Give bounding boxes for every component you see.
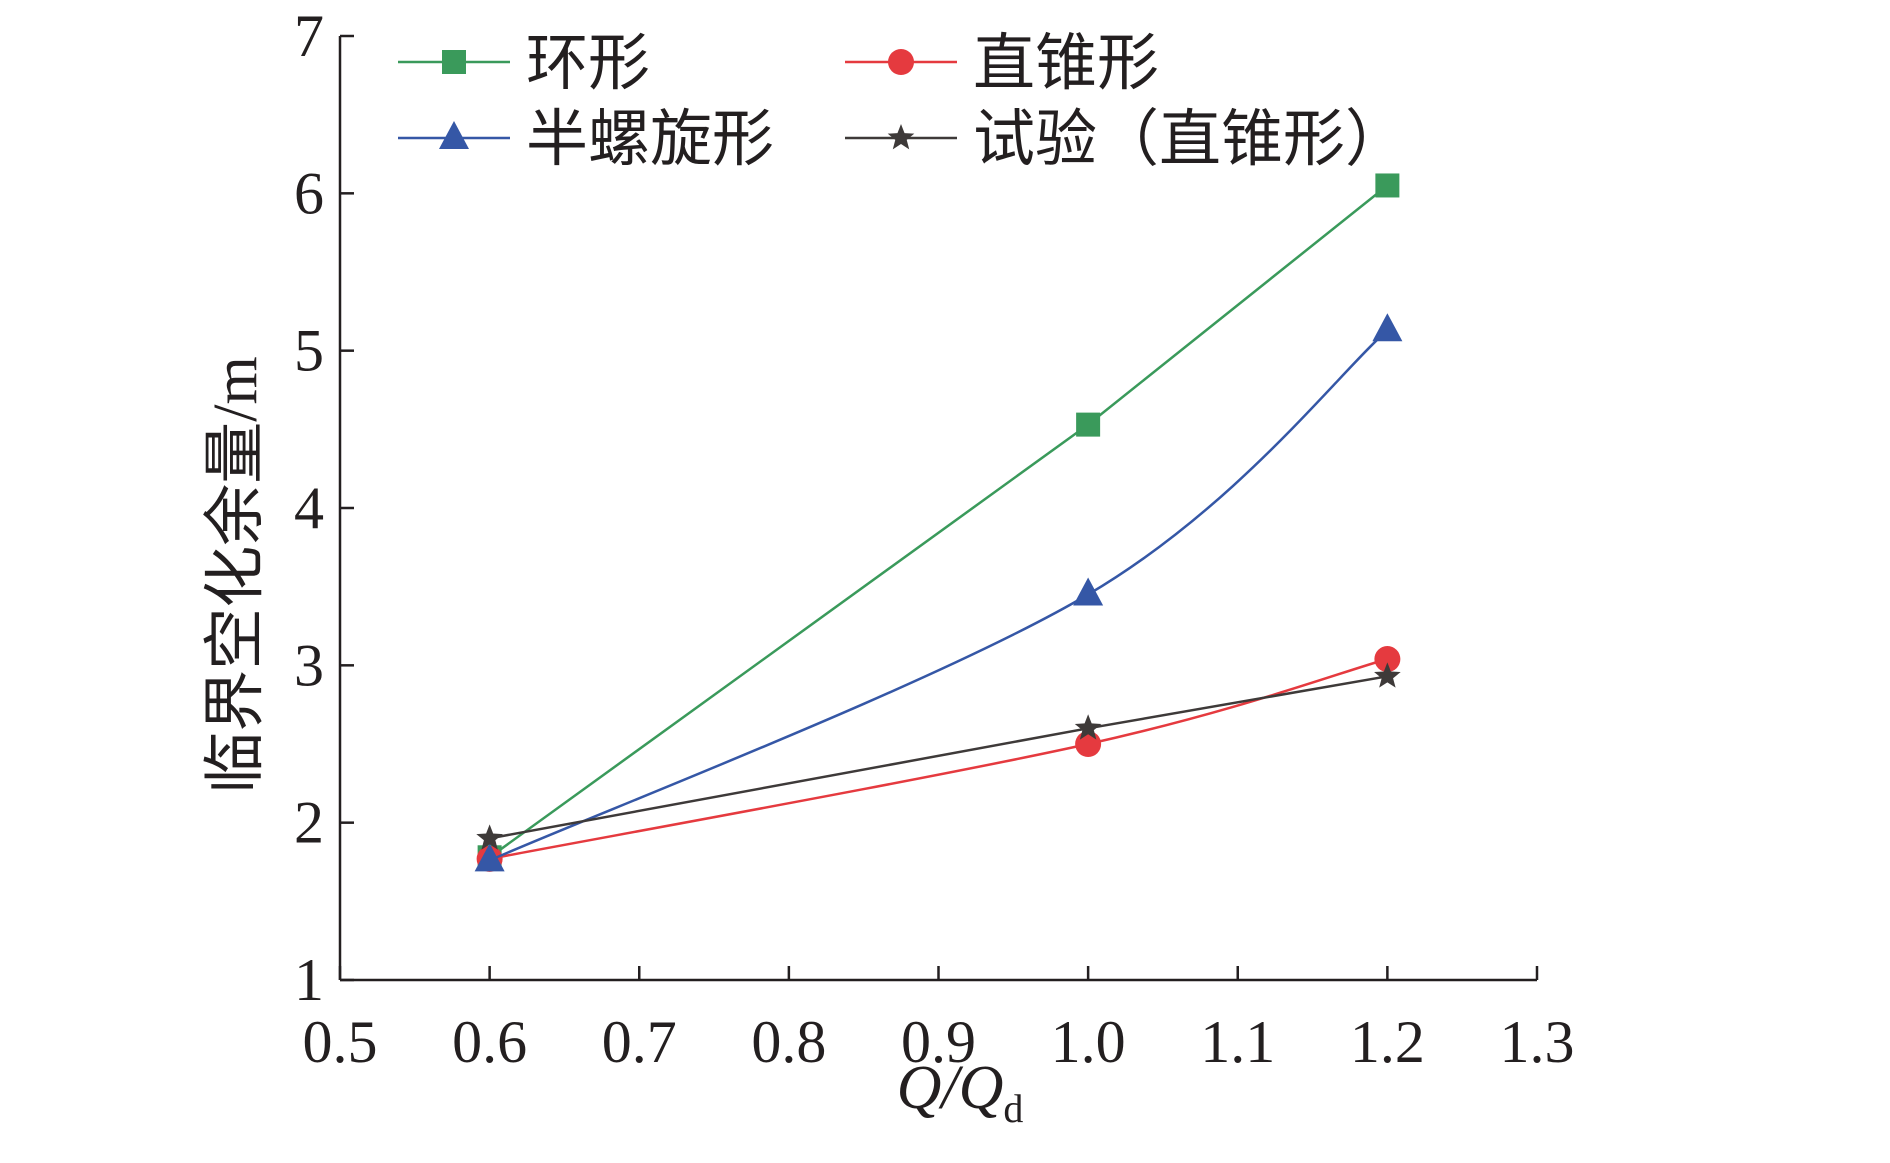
x-tick-label: 0.7	[602, 1009, 677, 1075]
series-3	[476, 662, 1401, 850]
x-tick-label: 1.2	[1350, 1009, 1425, 1075]
y-tick-label: 1	[294, 947, 324, 1013]
x-tick-label: 1.3	[1500, 1009, 1575, 1075]
legend-item: 环形	[398, 30, 650, 98]
series-layer	[474, 173, 1403, 872]
data-point	[1076, 412, 1101, 437]
data-point	[1074, 714, 1102, 740]
axes: 0.5 0.6 0.7 0.8 0.9 1.0 1.1 1.2 1.3 1 2 3 4 5 6 7	[294, 3, 1575, 1075]
legend-item: 直锥形	[845, 30, 1159, 98]
data-point	[1374, 646, 1401, 673]
legend-label: 环形	[526, 30, 650, 98]
series-1	[476, 646, 1401, 872]
legend-marker	[442, 50, 466, 74]
data-point	[1375, 173, 1400, 198]
data-point	[476, 824, 503, 850]
y-tick-label: 5	[294, 318, 324, 384]
legend-item: 试验（直锥形）	[845, 106, 1407, 174]
series-0	[477, 173, 1400, 870]
series-line	[489, 675, 1388, 840]
data-point	[474, 843, 505, 872]
y-tick-label: 4	[294, 475, 324, 541]
series-line	[489, 657, 1388, 861]
x-tick-label: 0.8	[751, 1009, 826, 1075]
series-2	[474, 313, 1403, 872]
legend-label: 试验（直锥形）	[973, 106, 1407, 174]
data-point	[1374, 662, 1401, 688]
x-axis-title-main: Q/Q	[897, 1054, 1004, 1122]
x-tick-label: 0.5	[303, 1009, 378, 1075]
data-point	[1073, 577, 1104, 606]
y-tick-label: 2	[294, 790, 324, 856]
series-line	[489, 329, 1389, 862]
data-point	[1075, 731, 1102, 757]
y-tick-label: 7	[294, 3, 324, 69]
x-tick-label: 1.1	[1200, 1009, 1275, 1075]
x-axis-title: Q/Qd	[897, 1054, 1024, 1131]
data-point	[1372, 313, 1403, 342]
legend-marker	[888, 49, 914, 75]
y-tick-label: 3	[294, 632, 324, 698]
y-axis-title: 临界空化余量/m	[202, 356, 270, 793]
x-tick-label: 0.9	[901, 1009, 976, 1075]
legend-label: 直锥形	[973, 30, 1159, 98]
x-axis-title-subscript: d	[1003, 1086, 1023, 1131]
legend-marker	[887, 124, 915, 150]
legend-marker	[439, 121, 469, 149]
x-tick-label: 1.0	[1051, 1009, 1126, 1075]
legend-item: 半螺旋形	[398, 106, 774, 174]
x-tick-label: 0.6	[452, 1009, 527, 1075]
legend-label: 半螺旋形	[526, 106, 774, 174]
y-tick-label: 6	[294, 160, 324, 226]
